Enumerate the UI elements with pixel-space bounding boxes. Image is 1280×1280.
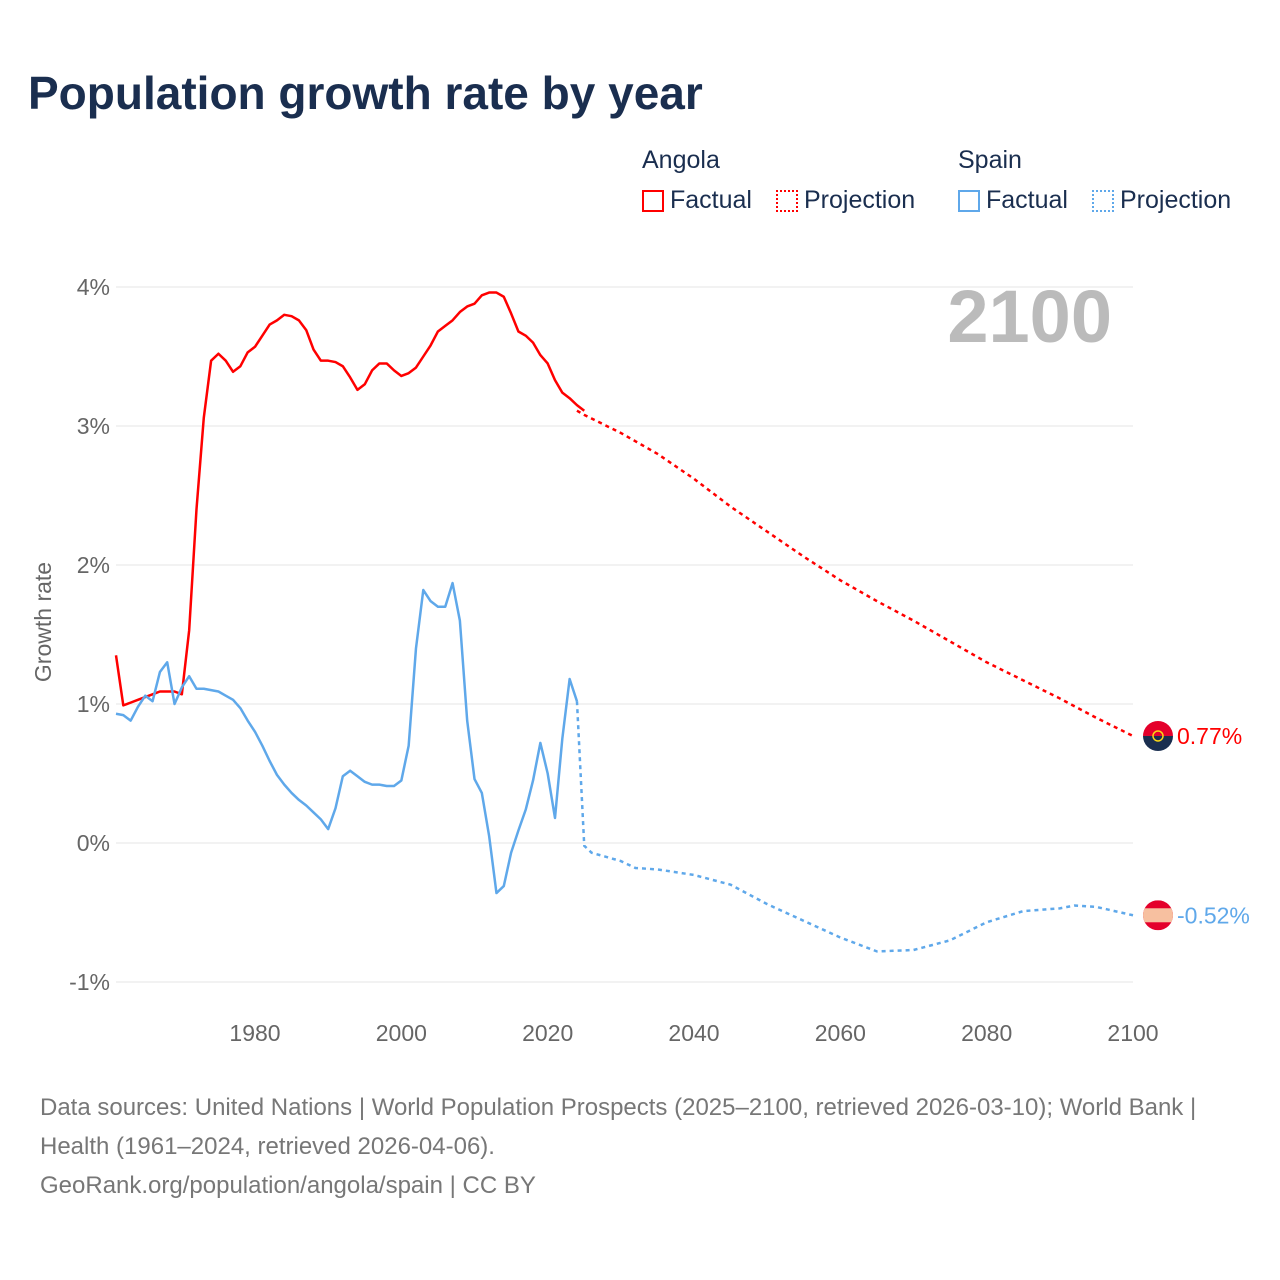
year-watermark: 2100 bbox=[947, 275, 1112, 358]
legend-spain-projection[interactable]: Projection bbox=[1092, 186, 1231, 215]
legend-swatch-solid bbox=[958, 189, 980, 212]
legend-spain-factual[interactable]: Factual bbox=[958, 186, 1068, 215]
spain-flag-icon bbox=[1143, 900, 1173, 931]
x-tick-label: 2080 bbox=[961, 1020, 1012, 1046]
legend-swatch-dotted bbox=[776, 189, 798, 212]
line-chart: 4% 3% 2% 1% 0% -1% 1980 2000 2020 2040 2060 2080 210… bbox=[30, 274, 1250, 1046]
legend-angola-factual[interactable]: Factual bbox=[642, 186, 752, 215]
spain-projection-line bbox=[575, 701, 1134, 953]
x-tick-label: 2000 bbox=[376, 1020, 427, 1046]
legend-label: Projection bbox=[1120, 186, 1232, 214]
legend-group-angola: Angola bbox=[642, 146, 720, 174]
legend-swatch-solid bbox=[642, 189, 664, 212]
legend-swatch-dotted bbox=[1092, 189, 1114, 212]
credit-link[interactable]: GeoRank.org/population/angola/spain | CC… bbox=[40, 1172, 536, 1199]
legend-label: Projection bbox=[804, 186, 916, 214]
y-tick-label: 3% bbox=[77, 413, 110, 439]
y-tick-label: 1% bbox=[77, 691, 110, 717]
flag-body bbox=[1143, 900, 1173, 931]
angola-end-value-label: 0.77% bbox=[1177, 723, 1242, 749]
data-sources: Data sources: United Nations | World Pop… bbox=[40, 1094, 1197, 1160]
flag-stripe bbox=[1143, 720, 1173, 736]
y-tick-label: 4% bbox=[77, 274, 110, 300]
x-tick-label: 2100 bbox=[1107, 1020, 1158, 1046]
y-tick-label: 0% bbox=[77, 830, 110, 856]
spain-factual-line bbox=[115, 581, 579, 895]
angola-flag-icon bbox=[1143, 720, 1173, 751]
y-axis-label: Growth rate bbox=[30, 562, 56, 682]
flag-body bbox=[1143, 720, 1173, 751]
angola-factual-line bbox=[114, 291, 586, 707]
flag-stripe bbox=[1143, 908, 1173, 923]
x-tick-label: 2060 bbox=[815, 1020, 866, 1046]
footer: Data sources: United Nations | World Pop… bbox=[40, 1088, 1240, 1205]
flag-stripe bbox=[1143, 735, 1173, 751]
x-tick-label: 2040 bbox=[668, 1020, 719, 1046]
legend-label: Factual bbox=[986, 186, 1068, 214]
x-tick-label: 1980 bbox=[229, 1020, 280, 1046]
x-tick-label: 2020 bbox=[522, 1020, 573, 1046]
spain-end-value-label: -0.52% bbox=[1177, 902, 1250, 928]
legend-label: Factual bbox=[670, 186, 752, 214]
y-tick-label: -1% bbox=[69, 969, 110, 995]
flag-emblem bbox=[1152, 730, 1164, 742]
angola-projection-line bbox=[576, 409, 1134, 738]
legend-angola-projection[interactable]: Projection bbox=[776, 186, 915, 215]
y-tick-label: 2% bbox=[77, 552, 110, 578]
page-title: Population growth rate by year bbox=[28, 67, 703, 119]
legend-group-spain: Spain bbox=[958, 146, 1022, 174]
